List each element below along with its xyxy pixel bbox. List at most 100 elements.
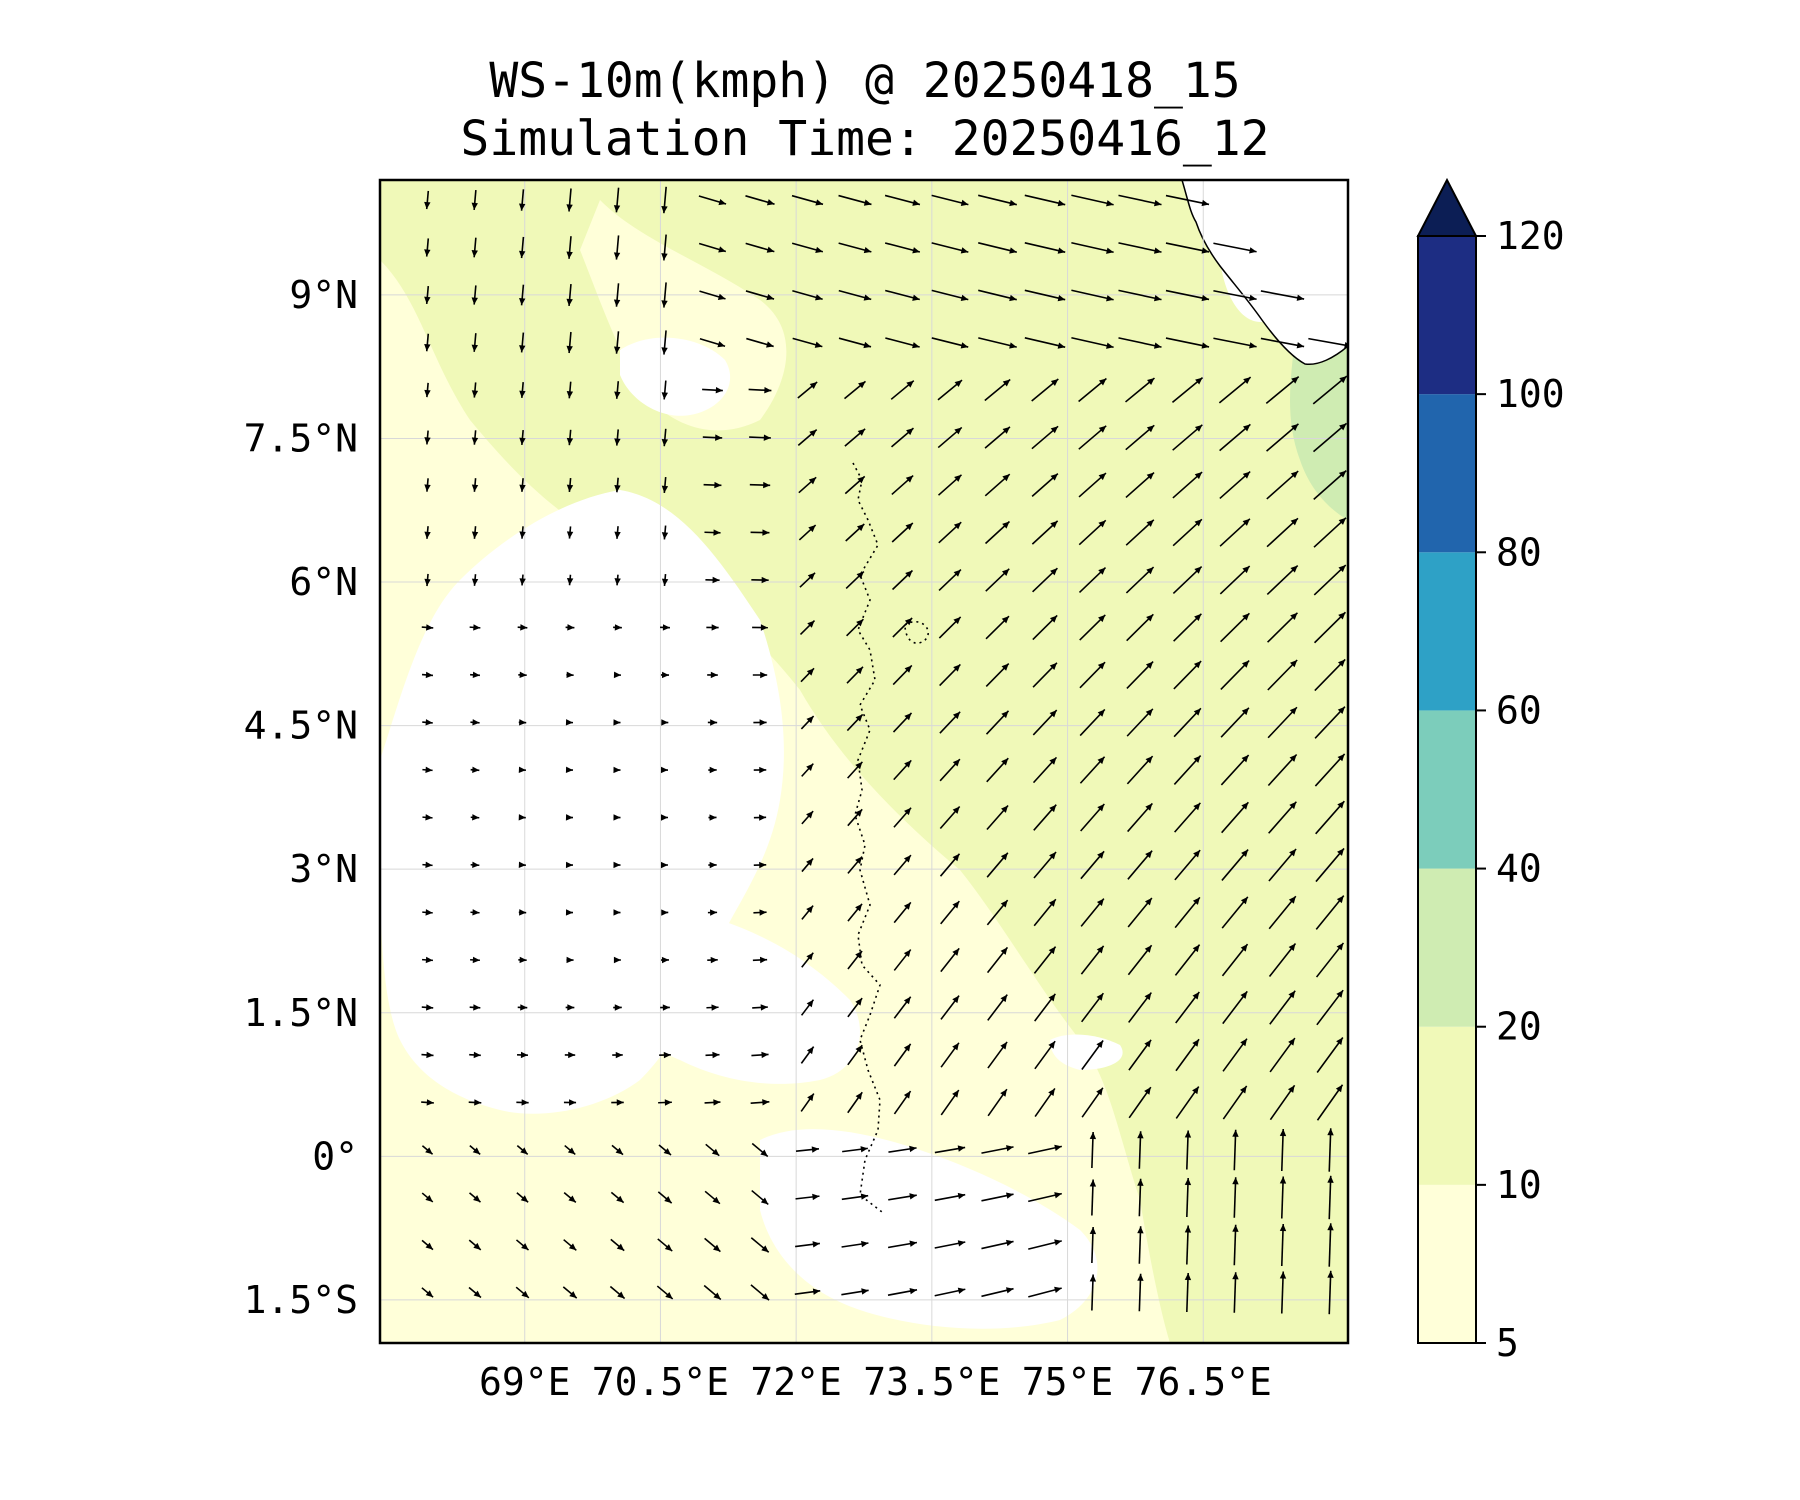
wind-arrow <box>986 804 1009 831</box>
wind-arrow-head <box>904 665 912 673</box>
wind-arrow-shaft <box>1118 337 1162 348</box>
graticule <box>380 180 1348 1343</box>
wind-arrow <box>658 1099 672 1106</box>
wind-arrow-head <box>905 570 913 578</box>
wind-arrow <box>847 1091 863 1114</box>
lon-tick-label: 70.5°E <box>592 1360 729 1404</box>
wind-arrow-head <box>613 252 621 260</box>
wind-arrow-head <box>1184 1178 1192 1186</box>
wind-arrow <box>940 995 960 1020</box>
wind-arrow <box>424 526 431 539</box>
wind-arrow <box>1174 802 1201 833</box>
wind-vectors <box>421 186 1348 1315</box>
wind-arrow-head <box>1339 376 1347 384</box>
wind-arrow-head <box>1147 378 1155 385</box>
wind-arrow-head <box>1145 803 1153 811</box>
wind-arrow-head <box>661 253 668 261</box>
wind-arrow <box>1126 613 1154 642</box>
wind-arrow-head <box>1106 200 1114 207</box>
wind-arrow-head <box>1327 1270 1334 1278</box>
lat-tick-label: 7.5°N <box>244 416 358 460</box>
wind-arrow <box>1028 1144 1062 1155</box>
wind-arrow <box>1279 1224 1287 1266</box>
wind-arrow-shaft <box>1315 847 1345 883</box>
wind-arrow-head <box>1338 565 1346 573</box>
wind-arrow <box>985 568 1010 592</box>
wind-arrow <box>517 1051 528 1059</box>
wind-arrow <box>748 387 772 394</box>
wind-arrow-head <box>1335 1084 1343 1093</box>
wind-arrow-head <box>1054 1144 1062 1151</box>
wind-arrow <box>657 1191 673 1204</box>
wind-arrow-head <box>762 529 770 536</box>
wind-arrow <box>421 671 434 679</box>
wind-arrow <box>1032 709 1058 736</box>
wind-arrow <box>656 1285 674 1300</box>
wind-arrow <box>893 1090 912 1115</box>
colorbar-frame <box>1417 235 1477 1344</box>
wind-arrow-shaft <box>1213 242 1257 253</box>
wind-arrow <box>1222 990 1248 1025</box>
wind-arrow-head <box>759 956 768 964</box>
wind-arrow <box>1081 1040 1104 1070</box>
wind-arrow-head <box>665 1291 673 1299</box>
wind-arrow-head <box>471 578 479 586</box>
wind-arrow-head <box>806 1046 814 1055</box>
wind-arrow <box>978 337 1017 349</box>
wind-arrow-head <box>565 861 573 869</box>
wind-arrow <box>751 1051 769 1059</box>
wind-arrow-head <box>518 766 526 774</box>
wind-arrow <box>838 289 872 301</box>
wind-arrow <box>1279 1176 1287 1219</box>
wind-arrow-head <box>664 1099 672 1106</box>
latitude-axis: 9°N 7.5°N 6°N 4.5°N 3°N 1.5°N 0° 1.5°S <box>244 273 358 1322</box>
wind-arrow <box>1031 378 1059 402</box>
wind-arrow-head <box>808 525 816 533</box>
wind-arrow-head <box>1009 294 1017 302</box>
wind-arrow <box>564 1051 576 1059</box>
wind-arrow-head <box>1002 426 1010 434</box>
wind-arrow <box>1184 1272 1192 1313</box>
wind-arrow <box>931 337 969 349</box>
wind-arrow <box>1033 804 1057 831</box>
wind-arrow-head <box>903 855 911 863</box>
wind-arrow-shaft <box>1314 706 1346 739</box>
wind-arrow-head <box>1137 1131 1144 1139</box>
wind-arrow <box>1175 1038 1200 1072</box>
wind-arrow-head <box>565 719 574 726</box>
wind-arrow <box>1221 849 1249 881</box>
wind-arrow <box>660 624 670 631</box>
wind-arrow-head <box>518 861 526 869</box>
wind-arrow <box>1316 1036 1344 1074</box>
wind-arrow-head <box>954 427 962 435</box>
wind-arrow-head <box>1289 801 1297 810</box>
wind-arrow-head <box>812 1288 821 1295</box>
wind-arrow-head <box>1050 473 1058 481</box>
colorbar-segment <box>1418 394 1476 553</box>
wind-arrow <box>753 814 767 821</box>
wind-arrow <box>801 857 814 873</box>
wind-arrow-head <box>1146 519 1154 527</box>
wind-arrow-head <box>812 1193 820 1201</box>
wind-arrow-head <box>1098 425 1107 433</box>
wind-arrow <box>1173 707 1202 738</box>
wind-arrow <box>518 671 527 679</box>
wind-arrow <box>1222 1085 1248 1120</box>
wind-arrow <box>1125 377 1155 403</box>
wind-arrow-head <box>1201 294 1210 302</box>
wind-arrow-head <box>1296 294 1305 301</box>
wind-arrow-head <box>855 998 863 1006</box>
wind-arrow <box>1266 470 1299 500</box>
wind-arrow-head <box>1184 1273 1192 1281</box>
wind-arrow-head <box>567 624 575 631</box>
wind-arrow-head <box>471 484 479 492</box>
wind-arrow-head <box>1192 944 1200 953</box>
wind-arrow <box>1268 848 1297 882</box>
wind-arrow <box>1315 895 1345 930</box>
wind-arrow-head <box>424 201 431 210</box>
wind-arrow-head <box>856 619 864 627</box>
wind-arrow <box>1125 566 1155 594</box>
wind-arrow-head <box>566 484 574 492</box>
wind-arrow <box>515 1239 530 1251</box>
wind-arrow-head <box>710 909 718 916</box>
